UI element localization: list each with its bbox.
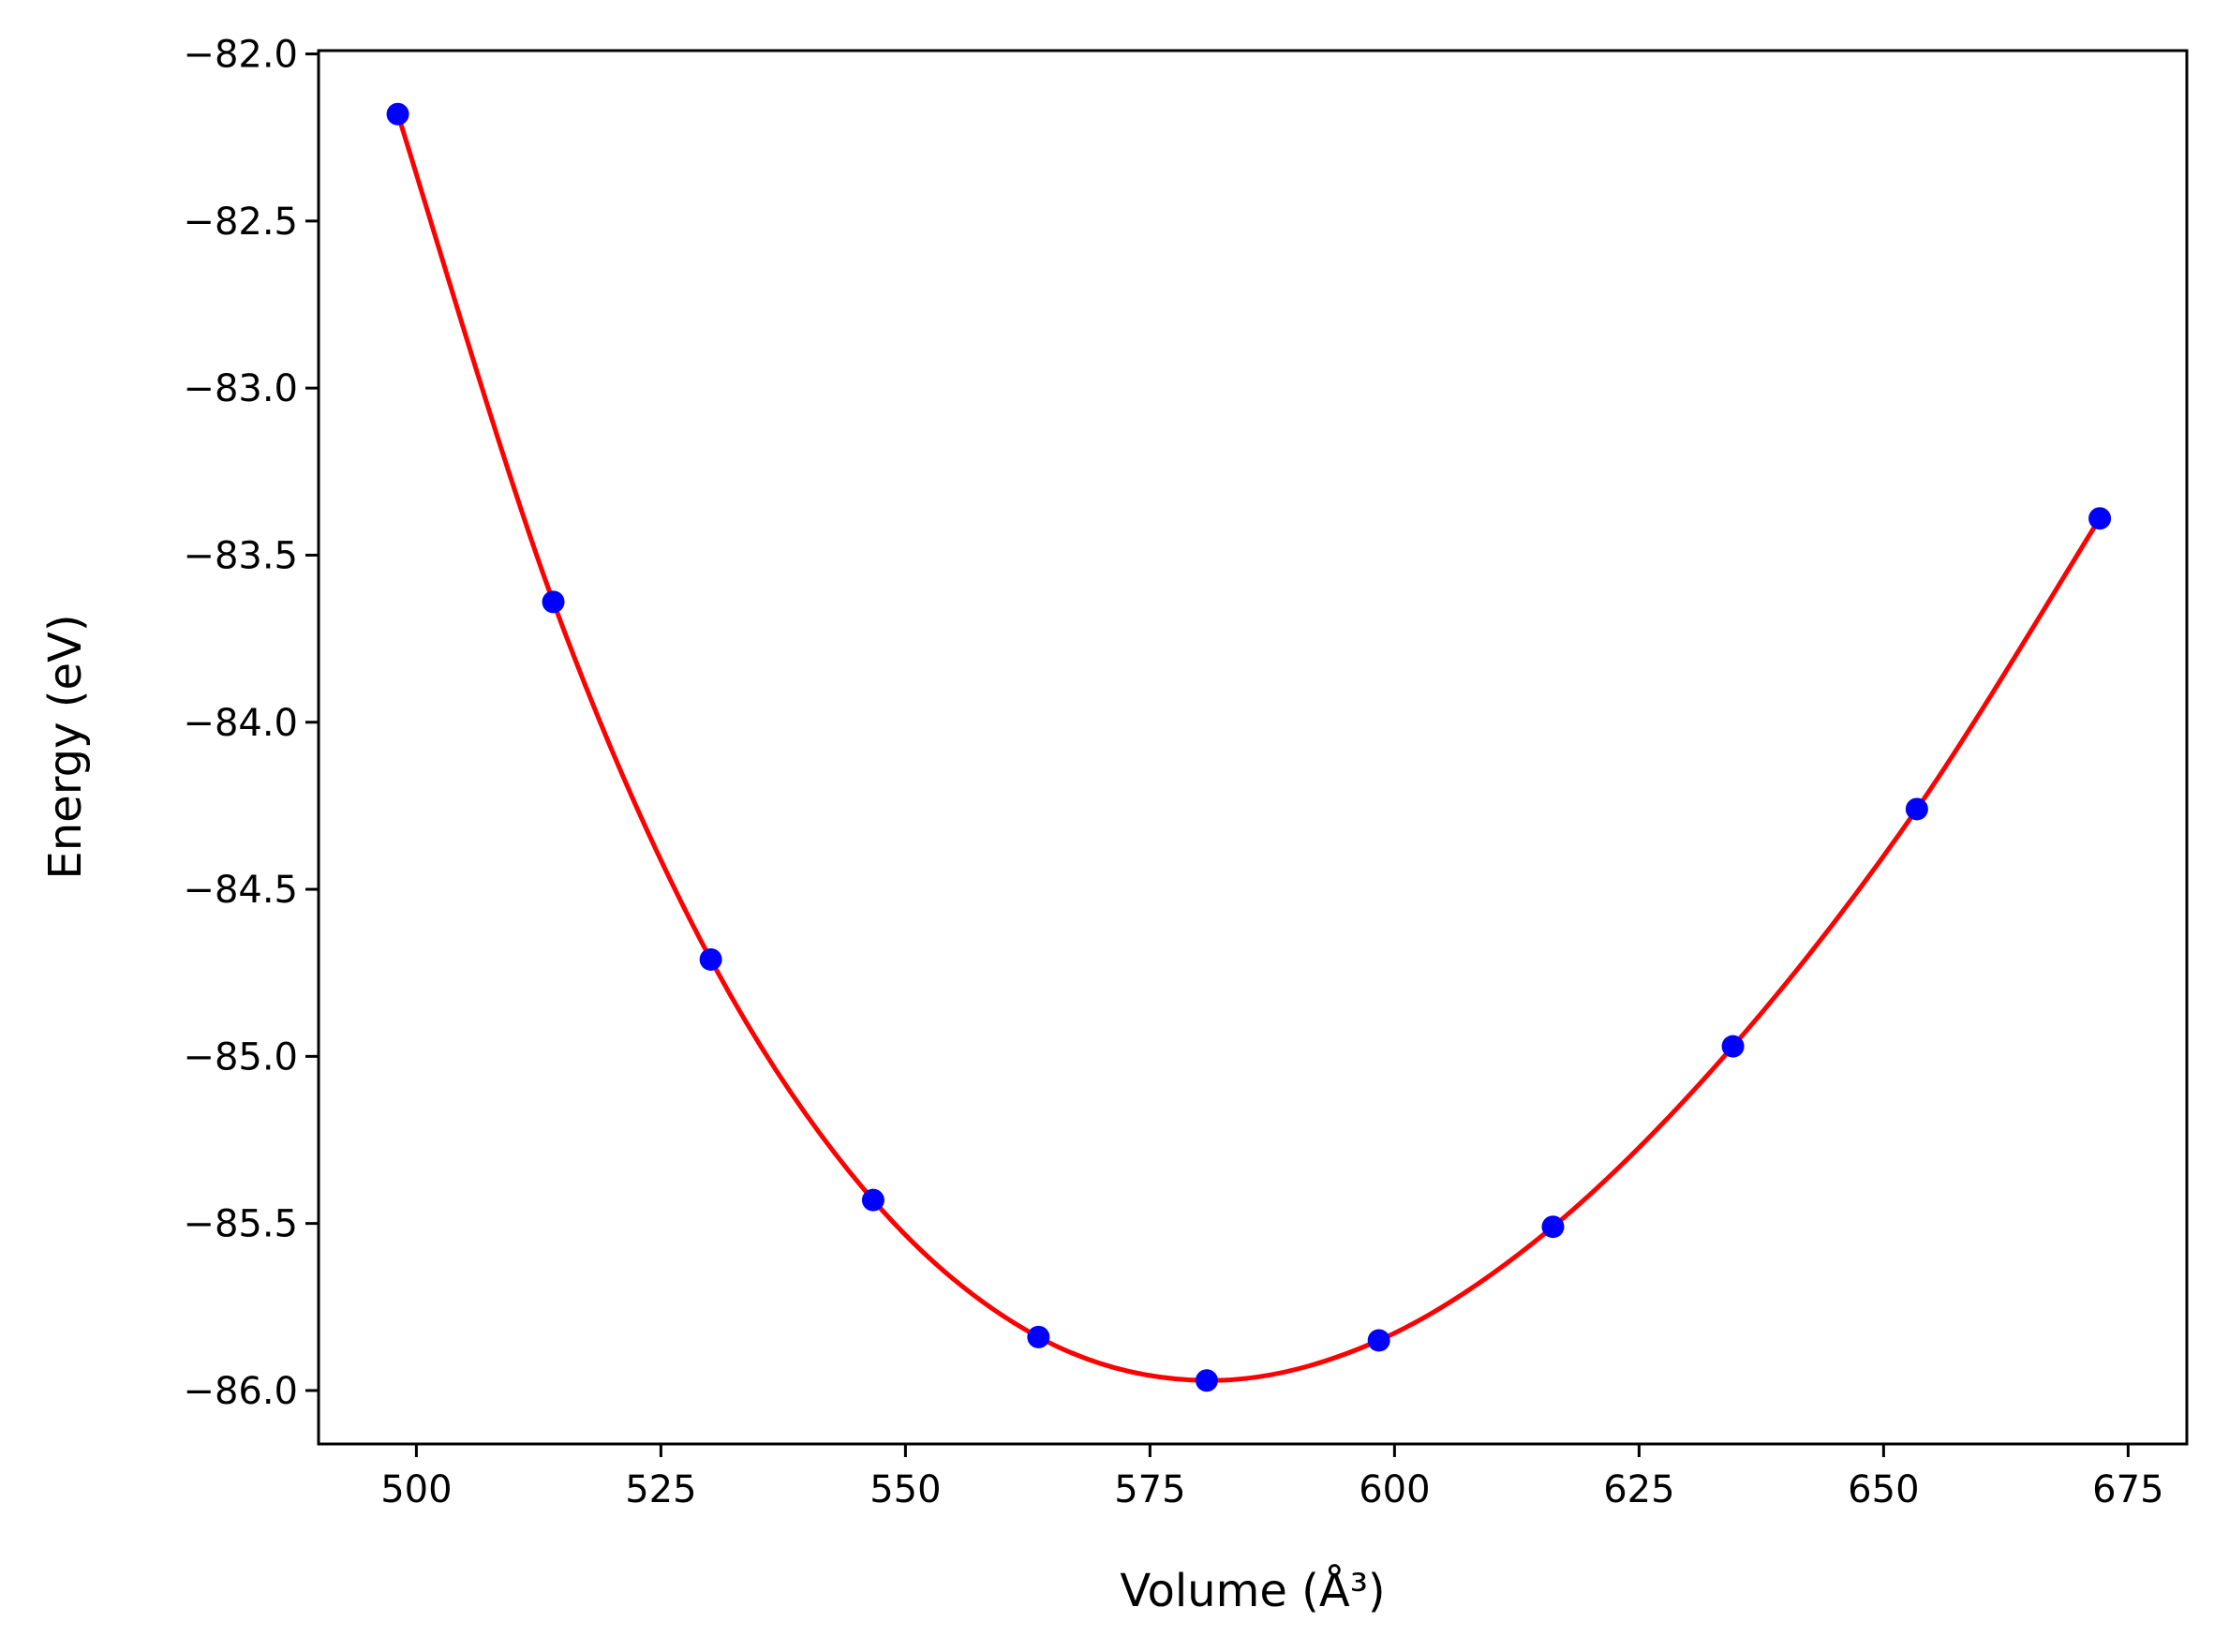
data-point <box>1027 1325 1050 1348</box>
y-tick-label: −84.0 <box>183 702 298 745</box>
y-tick-label: −83.0 <box>183 367 298 410</box>
x-tick-label: 575 <box>1114 1468 1185 1511</box>
y-tick-label: −86.0 <box>183 1370 298 1413</box>
y-tick-label: −82.0 <box>183 34 298 77</box>
plot-area <box>386 102 2112 1392</box>
x-tick-label: 650 <box>1848 1468 1919 1511</box>
x-tick-label: 500 <box>380 1468 452 1511</box>
data-point <box>386 102 409 126</box>
fit-curve-line <box>395 112 2103 1383</box>
data-point <box>1195 1369 1218 1392</box>
data-point <box>699 947 722 971</box>
y-axis: −82.0 −82.5 −83.0 −83.5 −84.0 −84.5 −85.0 −85.5… <box>183 34 319 1413</box>
data-point <box>1905 797 1928 821</box>
data-point <box>1367 1329 1390 1352</box>
data-point <box>861 1188 884 1212</box>
x-tick-label: 600 <box>1359 1468 1430 1511</box>
y-tick-label: −85.5 <box>183 1203 298 1246</box>
data-point <box>2088 507 2112 530</box>
y-tick-label: −83.5 <box>183 534 298 577</box>
x-tick-label: 625 <box>1603 1468 1674 1511</box>
data-point <box>542 590 565 614</box>
y-tick-label: −85.0 <box>183 1035 298 1079</box>
y-tick-label: −84.5 <box>183 869 298 912</box>
x-tick-label: 525 <box>625 1468 696 1511</box>
x-axis-label: Volume (Å³) <box>1120 1564 1385 1617</box>
data-point <box>1721 1034 1745 1058</box>
x-tick-label: 675 <box>2092 1468 2163 1511</box>
x-tick-label: 550 <box>869 1468 941 1511</box>
plot-frame <box>317 49 2189 1446</box>
x-axis: 500 525 550 575 600 625 650 675 <box>380 1444 2164 1511</box>
y-axis-label: Energy (eV) <box>39 614 92 879</box>
data-point <box>1541 1215 1565 1239</box>
y-tick-label: −82.5 <box>183 201 298 244</box>
